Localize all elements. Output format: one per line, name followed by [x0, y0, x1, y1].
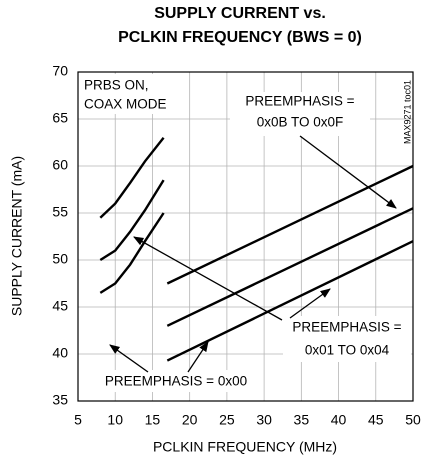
- y-tick-label: 40: [52, 345, 68, 361]
- arrow: [133, 236, 283, 321]
- annotation: PRBS ON,: [84, 78, 149, 93]
- annotation: 0x0B TO 0x0F: [257, 115, 344, 130]
- x-tick-label: 10: [107, 412, 123, 428]
- y-tick-label: 65: [52, 110, 68, 126]
- y-tick-label: 35: [52, 392, 68, 408]
- line: [166, 207, 414, 327]
- x-tick-label: 25: [219, 412, 235, 428]
- x-tick-label: 35: [294, 412, 310, 428]
- y-tick-label: 45: [52, 298, 68, 314]
- chart-title: PCLKIN FREQUENCY (BWS = 0): [118, 29, 362, 46]
- x-tick-label: 20: [182, 412, 198, 428]
- chart-title: SUPPLY CURRENT vs.: [154, 5, 326, 22]
- annotation: COAX MODE: [84, 97, 167, 112]
- line: [99, 137, 165, 219]
- plot-frame: [77, 71, 414, 402]
- annotation-bg: [283, 316, 411, 362]
- annotation-bg: [230, 92, 370, 136]
- y-tick-label: 55: [52, 204, 68, 220]
- line: [99, 212, 165, 294]
- arrow: [289, 288, 331, 319]
- line: [99, 179, 165, 262]
- side-note: MAX9271 toc01: [402, 80, 412, 144]
- annotation-bg: [80, 74, 176, 114]
- x-tick-label: 45: [368, 412, 384, 428]
- y-tick-label: 70: [52, 63, 68, 79]
- arrow: [299, 135, 397, 209]
- x-tick-label: 15: [145, 412, 161, 428]
- line: [166, 164, 414, 285]
- arrow: [109, 344, 149, 373]
- x-axis-label: PCLKIN FREQUENCY (MHz): [153, 439, 337, 455]
- y-tick-label: 60: [52, 157, 68, 173]
- x-tick-label: 40: [331, 412, 347, 428]
- annotation: PREEMPHASIS =: [292, 320, 401, 335]
- x-tick-label: 50: [405, 412, 421, 428]
- y-tick-label: 50: [52, 251, 68, 267]
- annotation-bg: [98, 370, 254, 392]
- annotation: PREEMPHASIS = 0x00: [105, 374, 247, 389]
- x-tick-label: 30: [256, 412, 272, 428]
- line: [166, 240, 414, 362]
- annotation: PREEMPHASIS =: [245, 94, 354, 109]
- arrow: [187, 341, 209, 373]
- y-axis-label: SUPPLY CURRENT (mA): [9, 156, 25, 316]
- x-tick-label: 5: [74, 412, 82, 428]
- annotation: 0x01 TO 0x04: [305, 343, 390, 358]
